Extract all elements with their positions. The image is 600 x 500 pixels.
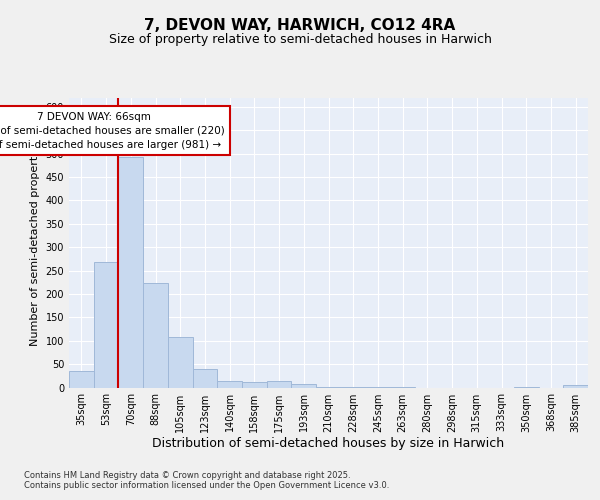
Y-axis label: Number of semi-detached properties: Number of semi-detached properties (30, 140, 40, 346)
Text: Size of property relative to semi-detached houses in Harwich: Size of property relative to semi-detach… (109, 32, 491, 46)
Bar (168, 337, 193, 388)
Bar (267, 381, 292, 388)
Bar (217, 381, 242, 388)
Bar (316, 386, 341, 388)
Bar (143, 283, 168, 388)
Bar (193, 369, 217, 388)
Bar (563, 385, 588, 388)
Text: 7 DEVON WAY: 66sqm
← 18% of semi-detached houses are smaller (220)
81% of semi-d: 7 DEVON WAY: 66sqm ← 18% of semi-detache… (0, 112, 225, 150)
Bar (242, 382, 267, 388)
Text: 7, DEVON WAY, HARWICH, CO12 4RA: 7, DEVON WAY, HARWICH, CO12 4RA (145, 18, 455, 32)
X-axis label: Distribution of semi-detached houses by size in Harwich: Distribution of semi-detached houses by … (152, 438, 505, 450)
Bar (118, 158, 143, 388)
Bar (292, 384, 316, 388)
Bar (69, 371, 94, 388)
Text: Contains HM Land Registry data © Crown copyright and database right 2025.
Contai: Contains HM Land Registry data © Crown c… (24, 470, 389, 490)
Bar (94, 262, 118, 388)
